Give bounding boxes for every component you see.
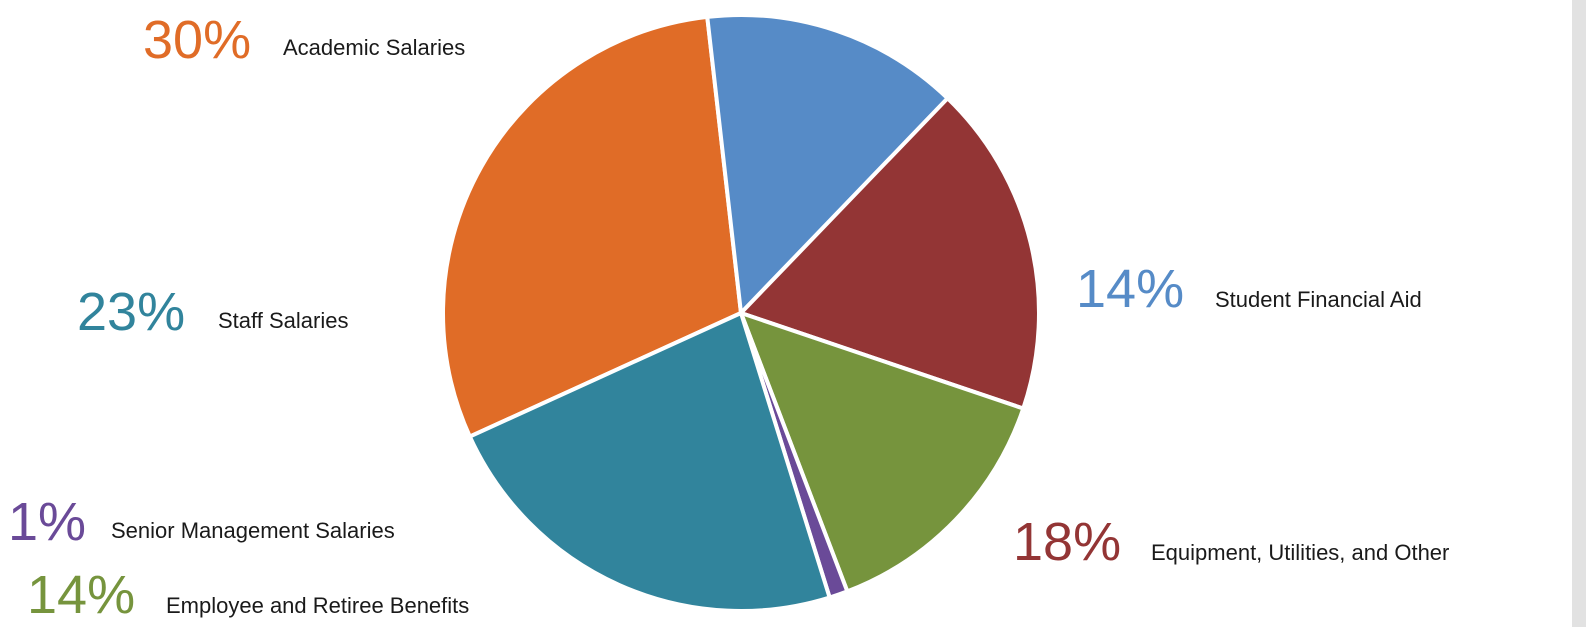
pie-slice-staff-salaries — [467, 311, 832, 613]
pie-slice-employee-and-retiree-benefits — [739, 311, 1026, 594]
pie-slices — [441, 13, 1041, 613]
pct-label-employee-and-retiree-benefits: 14% — [27, 565, 135, 625]
pct-label-student-financial-aid: 14% — [1076, 259, 1184, 319]
pct-label-equipment-utilities-and-other: 18% — [1013, 512, 1121, 572]
category-label-student-financial-aid: Student Financial Aid — [1215, 287, 1422, 312]
pct-label-academic-salaries: 30% — [143, 10, 251, 70]
pct-label-staff-salaries: 23% — [77, 282, 185, 342]
category-label-employee-and-retiree-benefits: Employee and Retiree Benefits — [166, 593, 469, 618]
category-label-academic-salaries: Academic Salaries — [283, 35, 465, 60]
pct-label-senior-management-salaries: 1% — [8, 492, 86, 552]
category-label-staff-salaries: Staff Salaries — [218, 308, 348, 333]
category-label-senior-management-salaries: Senior Management Salaries — [111, 518, 395, 543]
category-label-equipment-utilities-and-other: Equipment, Utilities, and Other — [1151, 540, 1449, 565]
pie-slice-equipment-utilities-and-other — [739, 96, 1041, 411]
pie-slice-academic-salaries — [441, 14, 743, 439]
pie-slice-student-financial-aid — [705, 13, 950, 315]
window-edge-gap — [1566, 0, 1572, 627]
pie-labels: 30% Academic Salaries 14% Student Financial… — [8, 10, 1449, 625]
